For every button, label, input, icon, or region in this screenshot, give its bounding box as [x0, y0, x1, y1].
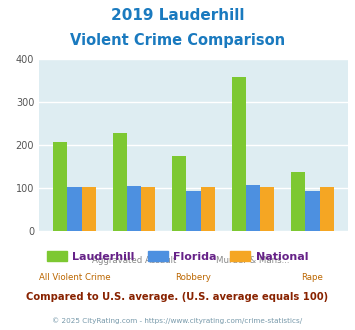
Bar — [186, 191, 201, 231]
Bar — [127, 186, 141, 231]
Legend: Lauderhill, Florida, National: Lauderhill, Florida, National — [42, 247, 313, 267]
Text: Violent Crime Comparison: Violent Crime Comparison — [70, 33, 285, 48]
Text: Robbery: Robbery — [175, 273, 212, 282]
Bar — [231, 78, 246, 231]
Bar — [201, 187, 215, 231]
Bar — [291, 172, 305, 231]
Bar — [260, 187, 274, 231]
Bar — [67, 187, 82, 231]
Text: Rape: Rape — [301, 273, 323, 282]
Text: All Violent Crime: All Violent Crime — [39, 273, 110, 282]
Text: 2019 Lauderhill: 2019 Lauderhill — [111, 8, 244, 23]
Text: © 2025 CityRating.com - https://www.cityrating.com/crime-statistics/: © 2025 CityRating.com - https://www.city… — [53, 317, 302, 324]
Bar — [172, 156, 186, 231]
Text: Aggravated Assault: Aggravated Assault — [92, 256, 176, 265]
Text: Murder & Mans...: Murder & Mans... — [216, 256, 290, 265]
Bar — [113, 133, 127, 231]
Bar — [246, 185, 260, 231]
Bar — [141, 187, 155, 231]
Bar — [53, 142, 67, 231]
Bar — [320, 187, 334, 231]
Bar — [305, 191, 320, 231]
Bar — [82, 187, 96, 231]
Text: Compared to U.S. average. (U.S. average equals 100): Compared to U.S. average. (U.S. average … — [26, 292, 329, 302]
